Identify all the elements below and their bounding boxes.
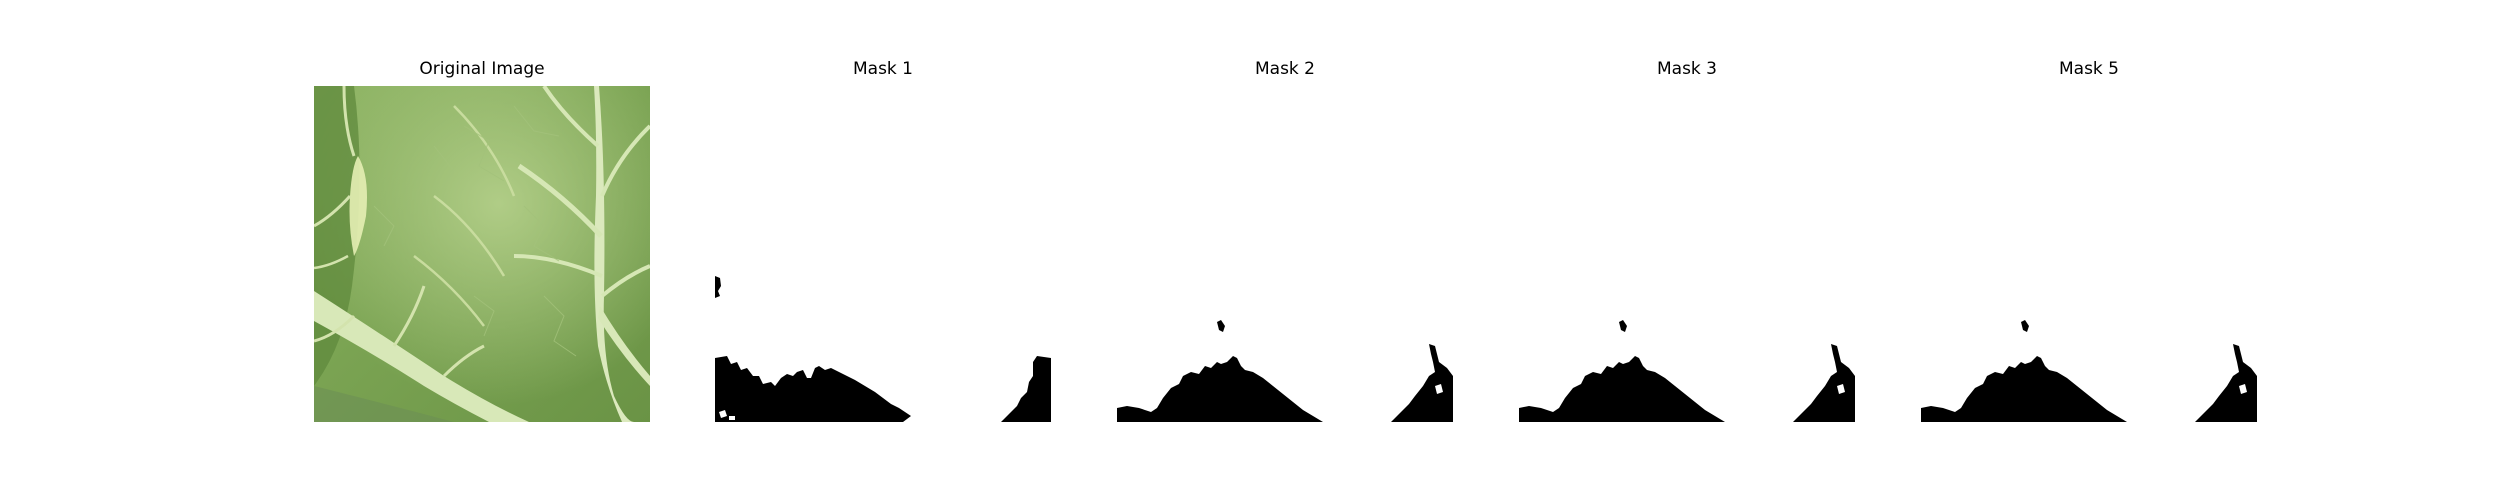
mask-1-panel: Mask 1 [715, 58, 1051, 422]
panel-title: Mask 5 [2058, 59, 2119, 79]
mask-2-panel: Mask 2 [1117, 58, 1453, 422]
mask-region [2195, 344, 2257, 422]
mask-region [715, 276, 721, 298]
mask-region [2021, 320, 2029, 332]
mask-region [715, 356, 911, 422]
mask-region [1217, 320, 1225, 332]
mask-2-image [1117, 86, 1453, 422]
panel-title: Mask 3 [1656, 59, 1717, 79]
mask-region [1117, 356, 1323, 422]
original-leaf-image [314, 86, 650, 422]
mask-region [1001, 356, 1051, 422]
panel-title: Mask 1 [852, 59, 913, 79]
mask-region [1793, 344, 1855, 422]
original-image-panel: Original Image [314, 58, 650, 422]
mask-region [1619, 320, 1627, 332]
panel-title: Mask 2 [1254, 59, 1315, 79]
mask-3-panel: Mask 3 [1519, 58, 1855, 422]
mask-1-image [715, 86, 1051, 422]
mask-region [1519, 356, 1725, 422]
mask-5-image [1921, 86, 2257, 422]
mask-5-panel: Mask 5 [1921, 58, 2257, 422]
mask-3-image [1519, 86, 1855, 422]
panel-title: Original Image [419, 59, 545, 79]
mask-region [1391, 344, 1453, 422]
mask-region [1921, 356, 2127, 422]
